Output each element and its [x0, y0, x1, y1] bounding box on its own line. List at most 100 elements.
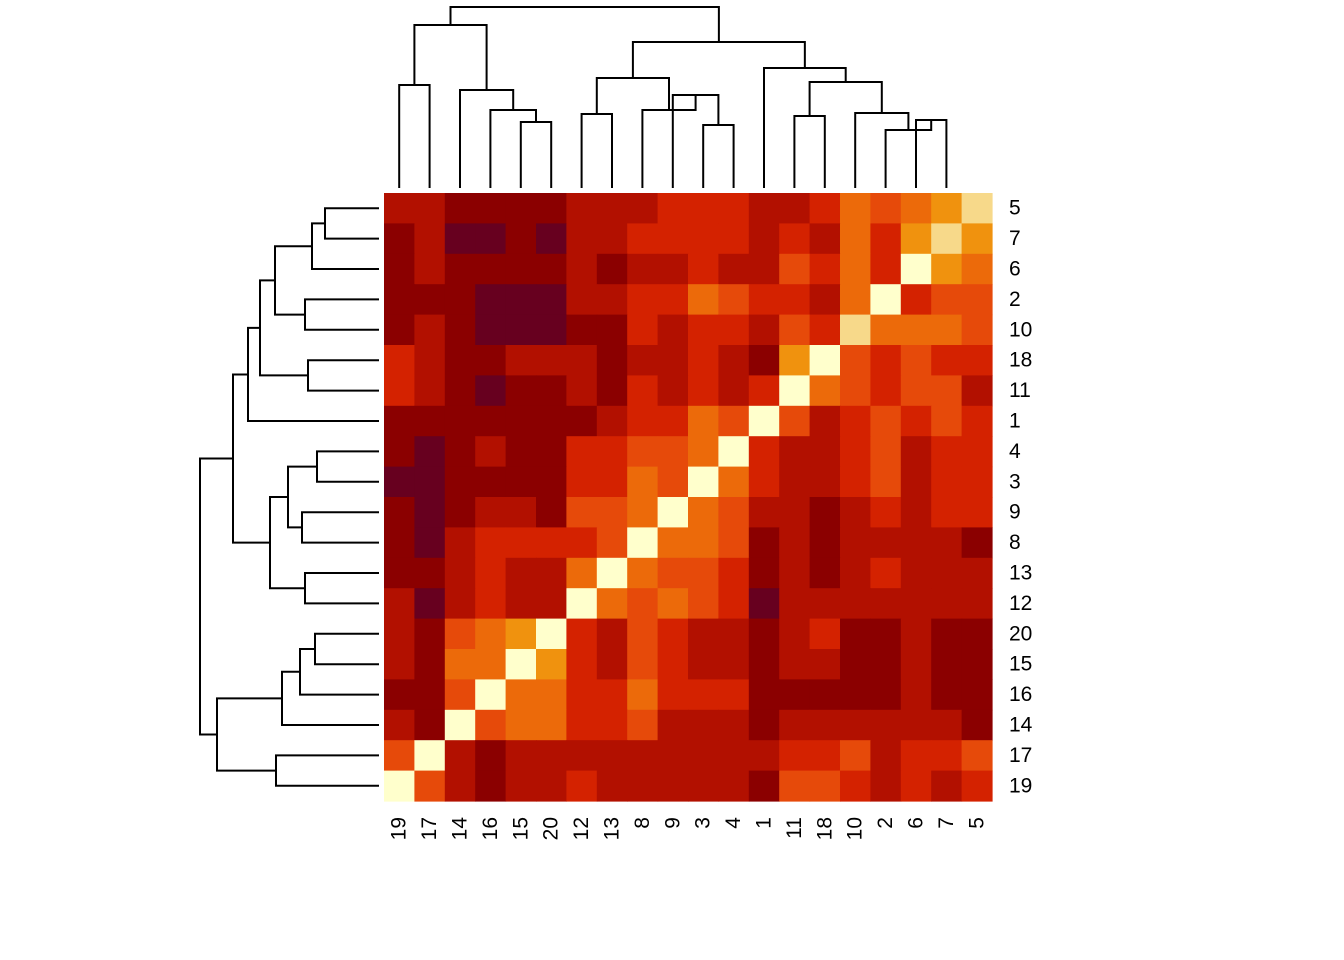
heatmap-cell: [596, 649, 628, 680]
heatmap-cell: [475, 557, 507, 589]
column-tick-label: 7: [935, 817, 958, 829]
heatmap-cell: [809, 618, 841, 650]
heatmap-cell: [718, 618, 750, 650]
heatmap-cell: [779, 314, 811, 346]
heatmap-cell: [900, 527, 932, 559]
heatmap-cell: [627, 679, 659, 711]
heatmap-cell: [718, 709, 750, 741]
heatmap-cell: [657, 770, 689, 802]
heatmap-cell: [870, 314, 902, 346]
row-tick-label: 16: [1009, 683, 1032, 706]
heatmap-cell: [475, 314, 507, 346]
heatmap-cell: [475, 223, 507, 255]
heatmap-cell: [657, 405, 689, 437]
heatmap-cell: [840, 709, 871, 741]
heatmap-cell: [505, 375, 537, 407]
heatmap-cell: [505, 253, 537, 285]
heatmap-cell: [779, 740, 811, 772]
heatmap-cell: [718, 284, 750, 316]
heatmap-cell: [718, 679, 750, 711]
heatmap-cell: [627, 284, 659, 316]
heatmap-cell: [840, 679, 871, 711]
heatmap-cell: [505, 618, 537, 650]
row-tick-label: 10: [1009, 318, 1032, 341]
heatmap-cell: [566, 193, 598, 224]
heatmap-cell: [900, 405, 932, 437]
heatmap-cell: [566, 284, 598, 316]
heatmap-cell: [961, 253, 993, 285]
heatmap-cell: [444, 193, 476, 224]
heatmap-cell: [748, 345, 780, 376]
column-tick-label: 15: [509, 817, 532, 840]
heatmap-cell: [840, 405, 871, 437]
heatmap-cell: [840, 284, 871, 316]
heatmap-cell: [414, 527, 446, 559]
column-tick-label: 16: [479, 817, 502, 840]
heatmap-cell: [657, 375, 689, 407]
heatmap-cell: [870, 466, 902, 498]
heatmap-cell: [718, 466, 750, 498]
heatmap-cell: [475, 345, 507, 376]
heatmap-cell: [931, 345, 963, 376]
row-dendrogram-branch: [307, 359, 379, 392]
heatmap-cell: [688, 618, 719, 650]
heatmap-cell: [444, 345, 476, 376]
heatmap-cell: [840, 436, 871, 468]
column-tick-label: 1: [753, 817, 776, 829]
heatmap-cell: [444, 588, 476, 620]
heatmap-cell: [900, 649, 932, 680]
heatmap-cell: [627, 253, 659, 285]
heatmap-cell: [414, 253, 446, 285]
heatmap-cell: [414, 618, 446, 650]
heatmap-cell: [536, 345, 567, 376]
heatmap-cell: [809, 284, 841, 316]
heatmap-cell: [596, 497, 628, 528]
heatmap-cell: [961, 557, 993, 589]
heatmap-cell: [779, 253, 811, 285]
heatmap-cell: [444, 436, 476, 468]
heatmap-cell: [536, 223, 567, 255]
heatmap-cell: [566, 375, 598, 407]
heatmap-cell: [536, 618, 567, 650]
column-dendrogram-branch: [398, 84, 431, 188]
heatmap-cell: [657, 740, 689, 772]
row-dendrogram-branch: [311, 222, 379, 270]
heatmap-cell: [840, 497, 871, 528]
heatmap-cell: [931, 193, 963, 224]
column-dendrogram-branch: [763, 67, 847, 188]
heatmap-cell: [596, 436, 628, 468]
heatmap-cell: [900, 253, 932, 285]
heatmap-cell: [961, 345, 993, 376]
heatmap-cell: [596, 466, 628, 498]
heatmap-cell: [414, 436, 446, 468]
heatmap-cell: [840, 588, 871, 620]
heatmap-cell: [627, 405, 659, 437]
heatmap-cell: [688, 649, 719, 680]
heatmap-cell: [931, 466, 963, 498]
heatmap-cell: [748, 557, 780, 589]
heatmap-cell: [809, 679, 841, 711]
heatmap-cell: [384, 649, 415, 680]
heatmap-cell: [931, 709, 963, 741]
row-tick-label: 13: [1009, 562, 1032, 585]
heatmap-cell: [536, 679, 567, 711]
heatmap-cell: [718, 527, 750, 559]
row-dendrogram-branch: [232, 373, 270, 544]
column-tick-label: 5: [965, 817, 988, 829]
heatmap-cell: [566, 679, 598, 711]
heatmap-cell: [748, 466, 780, 498]
heatmap-cell: [414, 193, 446, 224]
heatmap-cell: [444, 770, 476, 802]
heatmap-cell: [475, 527, 507, 559]
heatmap-cell: [444, 284, 476, 316]
heatmap-cell: [657, 193, 689, 224]
heatmap-cell: [384, 375, 415, 407]
row-dendrogram-branch: [316, 450, 379, 483]
heatmap-cell: [961, 223, 993, 255]
heatmap-cell: [779, 709, 811, 741]
heatmap-cell: [870, 284, 902, 316]
heatmap-cell: [444, 314, 476, 346]
row-tick-label: 1: [1009, 410, 1021, 433]
heatmap-cell: [840, 375, 871, 407]
